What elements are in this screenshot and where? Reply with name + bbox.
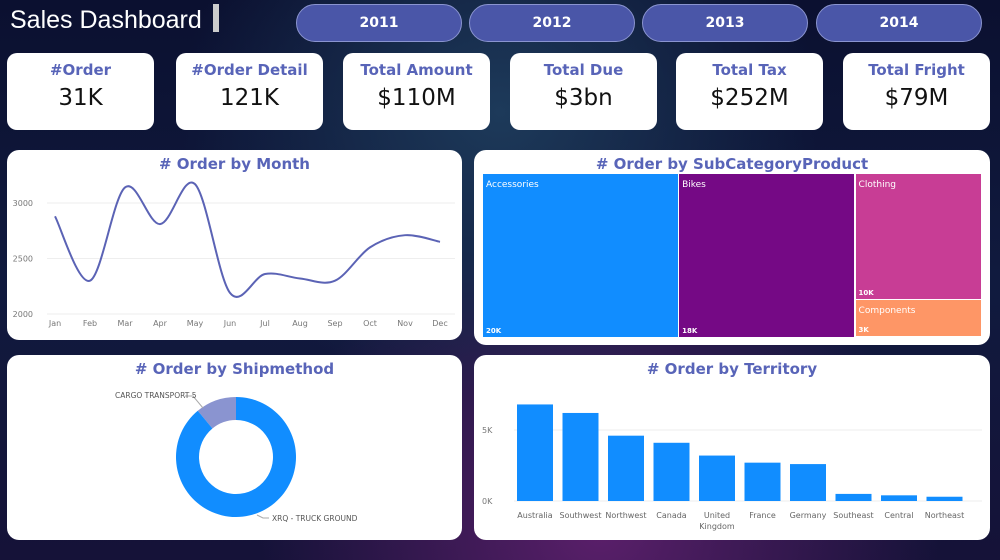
title-divider [213, 4, 219, 32]
kpi-label: Total Amount [360, 61, 473, 79]
kpi-value: $3bn [554, 85, 613, 111]
kpi-label: Total Due [543, 61, 624, 79]
bar [653, 442, 690, 501]
year-button-2011[interactable]: 2011 [296, 4, 462, 42]
kpi-card-order-detail: #Order Detail 121K [176, 53, 323, 130]
treemap: Accessories 20K Bikes 18K Clothing 10K Compone… [483, 174, 983, 338]
x-tick-label: France [749, 511, 776, 520]
bar [744, 462, 781, 501]
leader-line [185, 395, 204, 409]
leader-line [256, 514, 269, 519]
donut-chart-panel: # Order by Shipmethod CARGO TRANSPORT 5 X… [7, 355, 462, 540]
tile-value: 20K [486, 326, 502, 335]
y-tick-label: 5K [482, 426, 493, 435]
kpi-card-total-tax: Total Tax $252M [676, 53, 823, 130]
tile-value: 18K [682, 326, 698, 335]
x-tick-label: Germany [790, 511, 827, 520]
donut-slice [197, 397, 236, 429]
x-tick-label: Southeast [833, 511, 873, 520]
tile-label: Components [858, 306, 916, 317]
treemap-tile-bikes[interactable]: Bikes 18K [679, 174, 855, 337]
x-tick-label: Nov [397, 319, 413, 328]
x-tick-label: Central [884, 511, 913, 520]
bar [835, 493, 872, 501]
bar [926, 496, 963, 501]
line-chart-panel: # Order by Month 2000 2500 3000 Jan Feb Mar Ap… [7, 150, 462, 340]
x-tick-label: Jun [223, 319, 237, 328]
kpi-value: $79M [884, 85, 949, 111]
kpi-value: $110M [377, 85, 456, 111]
y-tick-label: 0K [482, 497, 493, 506]
x-tick-label: Jul [259, 319, 270, 328]
series-line [54, 181, 441, 298]
donut-slice [176, 397, 296, 517]
slice-label: CARGO TRANSPORT 5 [115, 391, 197, 400]
year-button-2013[interactable]: 2013 [642, 4, 808, 42]
chart-title: # Order by Shipmethod [134, 360, 335, 378]
treemap-tile-accessories[interactable]: Accessories 20K [483, 174, 678, 337]
x-tick-label: Mar [117, 319, 133, 328]
x-tick-label: Feb [83, 319, 97, 328]
x-tick-label: Kingdom [699, 522, 735, 531]
y-tick-label: 3000 [13, 199, 33, 208]
slice-label: XRQ - TRUCK GROUND [272, 514, 358, 523]
donut-chart: CARGO TRANSPORT 5 XRQ - TRUCK GROUND [115, 391, 358, 523]
y-tick-label: 2500 [13, 255, 33, 264]
kpi-card-total-fright: Total Fright $79M [843, 53, 990, 130]
x-tick-label: Dec [432, 319, 447, 328]
tile-value: 10K [858, 288, 874, 297]
kpi-label: Total Fright [868, 61, 965, 79]
x-tick-label: Australia [517, 511, 552, 520]
kpi-label: #Order [49, 61, 112, 79]
tile-label: Clothing [858, 180, 896, 190]
bar [517, 404, 553, 501]
x-tick-label: May [187, 319, 204, 328]
tile-label: Bikes [682, 180, 706, 190]
chart-title: # Order by SubCategoryProduct [595, 155, 869, 173]
treemap-panel: # Order by SubCategoryProduct Accessorie… [474, 150, 990, 345]
chart-title: # Order by Territory [646, 360, 818, 378]
kpi-card-total-due: Total Due $3bn [510, 53, 657, 130]
kpi-label: Total Tax [712, 61, 787, 79]
treemap-tile-components[interactable]: Components 3K [855, 300, 982, 337]
kpi-label: #Order Detail [191, 61, 308, 79]
treemap-tile-clothing[interactable]: Clothing 10K [855, 174, 982, 299]
x-tick-label: Northeast [925, 511, 965, 520]
bar [699, 455, 735, 501]
kpi-card-order: #Order 31K [7, 53, 154, 130]
x-tick-label: Apr [153, 319, 168, 328]
bar [790, 464, 826, 501]
bar-chart: 0K 5K Australia Southwest Northwest Canada Uni… [482, 404, 982, 531]
dashboard-title: Sales Dashboard [10, 6, 202, 34]
x-tick-label: United [704, 511, 730, 520]
kpi-value: 31K [58, 85, 103, 111]
year-button-2012[interactable]: 2012 [469, 4, 635, 42]
x-tick-label: Jan [48, 319, 61, 328]
chart-title: # Order by Month [159, 155, 310, 173]
y-tick-label: 2000 [13, 310, 33, 319]
x-tick-label: Aug [292, 319, 308, 328]
kpi-value: 121K [220, 85, 279, 111]
bar [608, 435, 644, 501]
line-chart: 2000 2500 3000 Jan Feb Mar Apr May Jun Jul Aug Sep O… [13, 181, 455, 328]
bar [562, 412, 599, 501]
x-tick-label: Oct [363, 319, 377, 328]
bar [881, 495, 917, 501]
kpi-card-total-amount: Total Amount $110M [343, 53, 490, 130]
x-tick-label: Southwest [559, 511, 601, 520]
bar-chart-panel: # Order by Territory 0K 5K Australia Southw… [474, 355, 990, 540]
year-button-2014[interactable]: 2014 [816, 4, 982, 42]
x-tick-label: Northwest [605, 511, 646, 520]
kpi-value: $252M [710, 85, 789, 111]
x-tick-label: Canada [656, 511, 687, 520]
x-tick-label: Sep [327, 319, 342, 328]
tile-value: 3K [858, 326, 869, 335]
tile-label: Accessories [486, 180, 539, 190]
